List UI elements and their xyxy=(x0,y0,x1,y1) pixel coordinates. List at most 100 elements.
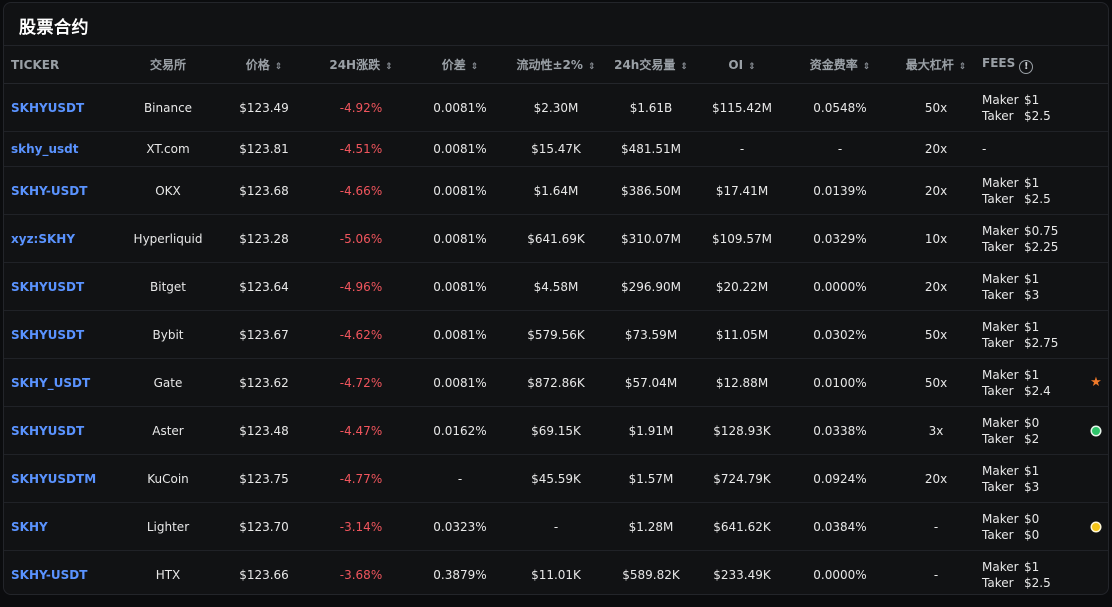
taker-value: $2.5 xyxy=(1024,575,1051,590)
taker-value: $0 xyxy=(1024,527,1040,542)
header-change-label: 24H涨跌 xyxy=(329,58,381,72)
sort-icon[interactable]: ⇕ xyxy=(587,62,596,72)
ticker-link[interactable]: SKHY-USDT xyxy=(4,550,114,594)
oi-cell: $109.57M xyxy=(694,214,790,263)
taker-fee: Taker $2.75 xyxy=(982,335,1082,351)
ticker-link[interactable]: SKHYUSDT xyxy=(4,262,114,311)
fees-cell: Maker $1 Taker $2.4 xyxy=(982,358,1082,407)
spread-cell: 0.3879% xyxy=(416,550,504,594)
liquidity-cell: $69.15K xyxy=(504,406,608,455)
table-row[interactable]: SKHY_USDT Gate $123.62 -4.72% 0.0081% $8… xyxy=(4,358,1108,407)
volume-cell: $1.28M xyxy=(608,502,694,551)
maker-fee: Maker $1 xyxy=(982,559,1082,575)
header-price[interactable]: 价格 ⇕ xyxy=(222,46,306,84)
liquidity-cell: $872.86K xyxy=(504,358,608,407)
taker-label: Taker xyxy=(982,527,1014,542)
sort-icon[interactable]: ⇕ xyxy=(680,62,688,72)
spread-cell: 0.0323% xyxy=(416,502,504,551)
volume-cell: $386.50M xyxy=(608,166,694,215)
volume-cell: $1.57M xyxy=(608,454,694,503)
ticker-link[interactable]: SKHYUSDT xyxy=(4,83,114,132)
header-fees-label: FEES xyxy=(982,55,1016,70)
maker-value: $1 xyxy=(1024,92,1040,107)
table-row[interactable]: SKHY Lighter $123.70 -3.14% 0.0323% - $1… xyxy=(4,502,1108,551)
header-leverage[interactable]: 最大杠杆 ⇕ xyxy=(890,46,982,84)
funding-cell: 0.0924% xyxy=(790,454,890,503)
header-funding[interactable]: 资金费率 ⇕ xyxy=(790,46,890,84)
header-ticker[interactable]: TICKER xyxy=(4,46,114,84)
contracts-table: TICKER 交易所 价格 ⇕ 24H涨跌 ⇕ 价差 ⇕ 流动性±2% ⇕ 24h交易量… xyxy=(4,46,1108,594)
star-icon[interactable]: ★ xyxy=(1090,375,1102,390)
ticker-link[interactable]: skhy_usdt xyxy=(4,131,114,167)
fees-cell: Maker $0 Taker $2 xyxy=(982,406,1082,455)
table-row[interactable]: SKHYUSDT Bitget $123.64 -4.96% 0.0081% $… xyxy=(4,262,1108,311)
ticker-link[interactable]: SKHYUSDT xyxy=(4,406,114,455)
price-cell: $123.70 xyxy=(222,502,306,551)
fees-cell: Maker $1 Taker $2.5 xyxy=(982,166,1082,215)
change-cell: -4.92% xyxy=(306,83,416,132)
liquidity-cell: $15.47K xyxy=(504,131,608,167)
sort-icon[interactable]: ⇕ xyxy=(274,62,283,72)
header-change[interactable]: 24H涨跌 ⇕ xyxy=(306,46,416,84)
header-volume[interactable]: 24h交易量 ⇕ xyxy=(608,46,694,84)
change-cell: -4.51% xyxy=(306,131,416,167)
info-icon[interactable]: ! xyxy=(1019,59,1034,74)
ticker-link[interactable]: xyz:SKHY xyxy=(4,214,114,263)
taker-label: Taker xyxy=(982,575,1014,590)
maker-label: Maker xyxy=(982,92,1019,107)
table-row[interactable]: SKHYUSDTM KuCoin $123.75 -4.77% - $45.59… xyxy=(4,454,1108,503)
leverage-cell: 50x xyxy=(890,83,982,132)
maker-label: Maker xyxy=(982,223,1019,238)
leverage-cell: 3x xyxy=(890,406,982,455)
ticker-link[interactable]: SKHY-USDT xyxy=(4,166,114,215)
maker-value: $0 xyxy=(1024,415,1040,430)
change-cell: -3.14% xyxy=(306,502,416,551)
ticker-link[interactable]: SKHY_USDT xyxy=(4,358,114,407)
ticker-link[interactable]: SKHYUSDTM xyxy=(4,454,114,503)
table-body: SKHYUSDT Binance $123.49 -4.92% 0.0081% … xyxy=(4,83,1108,594)
taker-fee: Taker $2.4 xyxy=(982,383,1082,399)
fees-cell: Maker $1 Taker $3 xyxy=(982,262,1082,311)
table-row[interactable]: SKHY-USDT HTX $123.66 -3.68% 0.3879% $11… xyxy=(4,550,1108,594)
mark-cell: ★ xyxy=(1082,358,1108,407)
mark-cell xyxy=(1082,502,1108,551)
liquidity-cell: $579.56K xyxy=(504,310,608,359)
sort-icon[interactable]: ⇕ xyxy=(958,62,967,72)
taker-label: Taker xyxy=(982,191,1014,206)
funding-cell: 0.0338% xyxy=(790,406,890,455)
volume-cell: $57.04M xyxy=(608,358,694,407)
maker-fee: Maker $1 xyxy=(982,463,1082,479)
sort-icon[interactable]: ⇕ xyxy=(385,62,393,72)
volume-cell: $296.90M xyxy=(608,262,694,311)
table-row[interactable]: xyz:SKHY Hyperliquid $123.28 -5.06% 0.00… xyxy=(4,214,1108,263)
maker-value: $1 xyxy=(1024,463,1040,478)
header-liquidity[interactable]: 流动性±2% ⇕ xyxy=(504,46,608,84)
exchange-cell: HTX xyxy=(114,550,222,594)
table-row[interactable]: skhy_usdt XT.com $123.81 -4.51% 0.0081% … xyxy=(4,131,1108,167)
liquidity-cell: $4.58M xyxy=(504,262,608,311)
spread-cell: 0.0081% xyxy=(416,166,504,215)
mark-cell xyxy=(1082,454,1108,503)
table-row[interactable]: SKHYUSDT Binance $123.49 -4.92% 0.0081% … xyxy=(4,83,1108,132)
table-row[interactable]: SKHY-USDT OKX $123.68 -4.66% 0.0081% $1.… xyxy=(4,166,1108,215)
oi-cell: $17.41M xyxy=(694,166,790,215)
sort-icon[interactable]: ⇕ xyxy=(862,62,871,72)
sort-icon[interactable]: ⇕ xyxy=(748,61,756,72)
leverage-cell: 50x xyxy=(890,358,982,407)
taker-value: $2.75 xyxy=(1024,335,1059,350)
exchange-cell: KuCoin xyxy=(114,454,222,503)
ticker-link[interactable]: SKHY xyxy=(4,502,114,551)
sort-icon[interactable]: ⇕ xyxy=(470,62,479,72)
header-spread[interactable]: 价差 ⇕ xyxy=(416,46,504,84)
funding-cell: 0.0548% xyxy=(790,83,890,132)
oi-cell: $115.42M xyxy=(694,83,790,132)
table-row[interactable]: SKHYUSDT Bybit $123.67 -4.62% 0.0081% $5… xyxy=(4,310,1108,359)
header-oi[interactable]: OI ⇕ xyxy=(694,46,790,84)
change-cell: -3.68% xyxy=(306,550,416,594)
price-cell: $123.49 xyxy=(222,83,306,132)
header-liquidity-label: 流动性±2% xyxy=(516,58,583,72)
taker-value: $2.25 xyxy=(1024,239,1059,254)
ticker-link[interactable]: SKHYUSDT xyxy=(4,310,114,359)
table-row[interactable]: SKHYUSDT Aster $123.48 -4.47% 0.0162% $6… xyxy=(4,406,1108,455)
taker-fee: Taker $2.5 xyxy=(982,575,1082,591)
